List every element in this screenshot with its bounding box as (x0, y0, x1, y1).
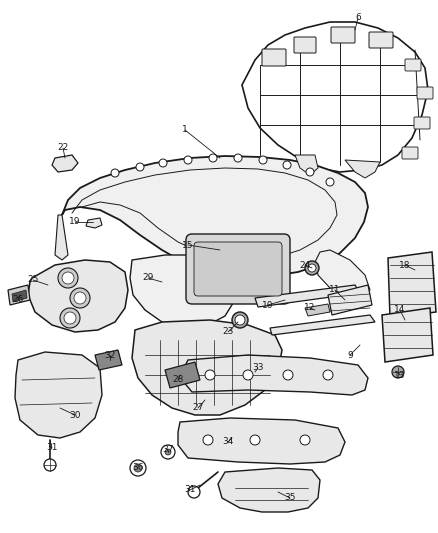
Polygon shape (132, 320, 282, 415)
Circle shape (259, 156, 267, 164)
Text: 12: 12 (304, 303, 316, 312)
Text: 26: 26 (12, 295, 24, 304)
Circle shape (159, 159, 167, 167)
Polygon shape (8, 285, 30, 305)
Circle shape (165, 449, 171, 455)
Circle shape (203, 435, 213, 445)
Circle shape (234, 154, 242, 162)
Polygon shape (86, 218, 102, 228)
Polygon shape (52, 155, 78, 172)
Text: 30: 30 (69, 410, 81, 419)
Text: 10: 10 (262, 301, 274, 310)
Polygon shape (218, 468, 320, 512)
Circle shape (134, 464, 142, 472)
Polygon shape (15, 352, 102, 438)
Text: 24: 24 (300, 261, 311, 270)
Circle shape (188, 486, 200, 498)
Text: 11: 11 (329, 286, 341, 295)
Circle shape (58, 268, 78, 288)
Polygon shape (328, 285, 372, 315)
Polygon shape (12, 290, 27, 302)
Text: 25: 25 (27, 276, 39, 285)
Polygon shape (182, 355, 368, 395)
Polygon shape (130, 255, 238, 328)
Circle shape (184, 156, 192, 164)
Text: 18: 18 (399, 261, 411, 270)
Polygon shape (388, 252, 436, 318)
Polygon shape (345, 160, 380, 178)
Polygon shape (178, 418, 345, 464)
Text: 19: 19 (69, 217, 81, 227)
Circle shape (392, 366, 404, 378)
FancyBboxPatch shape (194, 242, 282, 296)
Polygon shape (95, 350, 122, 370)
Circle shape (44, 459, 56, 471)
Polygon shape (295, 155, 318, 175)
Circle shape (308, 264, 316, 272)
FancyBboxPatch shape (402, 147, 418, 159)
FancyBboxPatch shape (414, 117, 430, 129)
Polygon shape (255, 285, 360, 307)
Circle shape (250, 435, 260, 445)
FancyBboxPatch shape (417, 87, 433, 99)
FancyBboxPatch shape (262, 49, 286, 66)
Text: 35: 35 (284, 494, 296, 503)
FancyBboxPatch shape (405, 59, 421, 71)
Text: 14: 14 (394, 305, 406, 314)
FancyBboxPatch shape (331, 27, 355, 43)
Circle shape (283, 370, 293, 380)
Polygon shape (62, 156, 368, 276)
FancyBboxPatch shape (369, 32, 393, 48)
Circle shape (305, 261, 319, 275)
Circle shape (161, 445, 175, 459)
Circle shape (306, 168, 314, 176)
Circle shape (323, 370, 333, 380)
Circle shape (74, 292, 86, 304)
Circle shape (70, 288, 90, 308)
Text: 29: 29 (142, 273, 154, 282)
Circle shape (130, 460, 146, 476)
Circle shape (64, 312, 76, 324)
Text: 33: 33 (252, 364, 264, 373)
Circle shape (232, 312, 248, 328)
Circle shape (283, 161, 291, 169)
Circle shape (326, 178, 334, 186)
Circle shape (136, 163, 144, 171)
Polygon shape (28, 260, 128, 332)
Circle shape (60, 308, 80, 328)
Polygon shape (165, 362, 200, 388)
Circle shape (243, 370, 253, 380)
Polygon shape (270, 315, 375, 335)
Text: 13: 13 (394, 370, 406, 379)
Polygon shape (55, 215, 68, 260)
Text: 22: 22 (57, 143, 69, 152)
Circle shape (62, 272, 74, 284)
Text: 31: 31 (184, 486, 196, 495)
Text: 27: 27 (192, 403, 204, 413)
Text: 1: 1 (182, 125, 188, 134)
Text: 37: 37 (162, 446, 174, 455)
Circle shape (209, 154, 217, 162)
Text: 15: 15 (182, 240, 194, 249)
Polygon shape (382, 308, 433, 362)
Circle shape (111, 169, 119, 177)
Circle shape (300, 435, 310, 445)
Text: 36: 36 (132, 464, 144, 472)
Text: 32: 32 (104, 351, 116, 359)
Polygon shape (305, 304, 330, 316)
Text: 6: 6 (355, 13, 361, 22)
Text: 34: 34 (223, 438, 234, 447)
FancyBboxPatch shape (186, 234, 290, 304)
Text: 23: 23 (223, 327, 234, 336)
Circle shape (235, 315, 245, 325)
Circle shape (205, 370, 215, 380)
Polygon shape (242, 22, 428, 172)
Text: 9: 9 (347, 351, 353, 359)
Polygon shape (315, 250, 370, 300)
FancyBboxPatch shape (294, 37, 316, 53)
Text: 28: 28 (172, 376, 184, 384)
Text: 31: 31 (46, 443, 58, 453)
